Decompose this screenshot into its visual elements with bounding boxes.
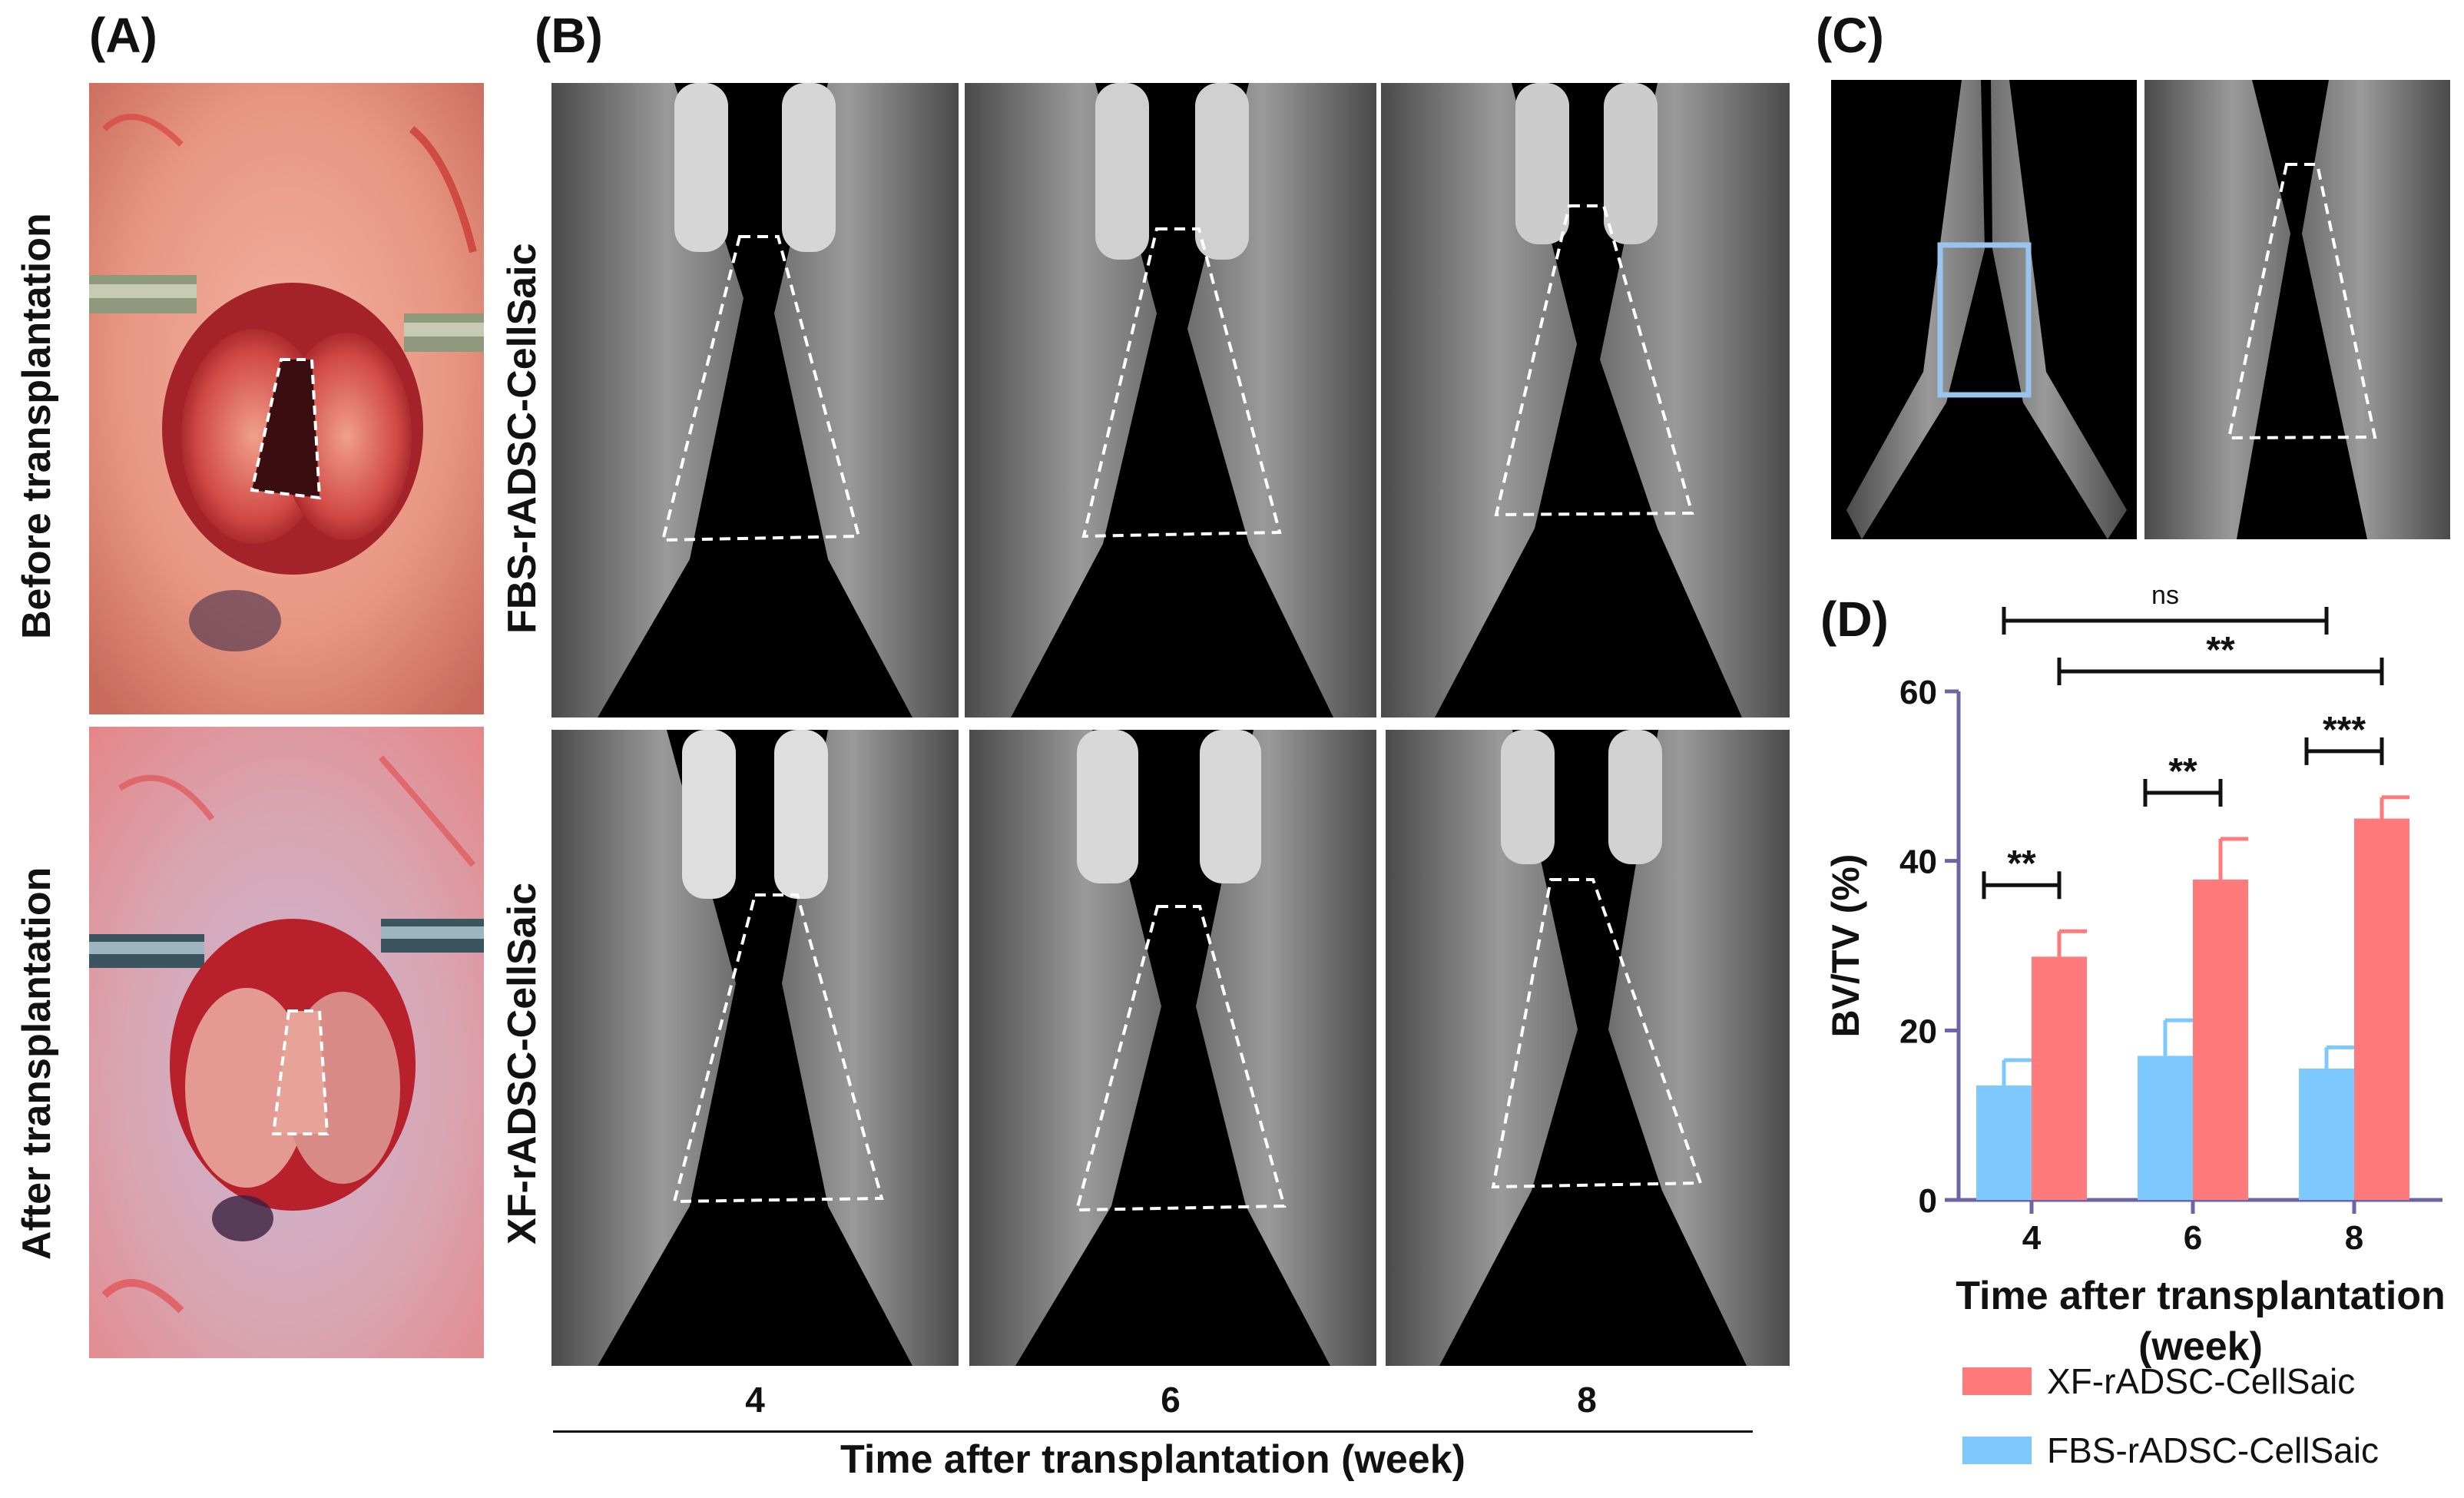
legend-label: FBS-rADSC-CellSaic xyxy=(2047,1430,2379,1470)
ct-roi-zoom xyxy=(2144,80,2450,539)
bar xyxy=(1976,1085,2032,1200)
panel-b-axis-line xyxy=(553,1430,1753,1433)
ct-fbs-week6 xyxy=(965,83,1376,718)
sig-bracket-longitudinal-label: ** xyxy=(2206,630,2235,671)
y-tick-label: 40 xyxy=(1899,843,1937,881)
x-tick-label: 8 xyxy=(2345,1219,2363,1257)
row-label-before: Before transplantation xyxy=(15,213,59,639)
bar xyxy=(2032,956,2087,1200)
panel-c-letter: (C) xyxy=(1816,8,1884,63)
ct-xf-week6 xyxy=(969,730,1376,1366)
y-tick-label: 60 xyxy=(1899,674,1937,711)
ct-fbs-week4 xyxy=(551,83,959,718)
roi-box xyxy=(1937,242,2032,398)
ct-xf-week4 xyxy=(551,730,959,1366)
x-axis-label: (week) xyxy=(2138,1324,2263,1369)
ct-fbs-week8 xyxy=(1381,83,1790,718)
y-tick-label: 0 xyxy=(1919,1182,1937,1220)
photo-after-transplantation xyxy=(89,727,484,1358)
panel-b-xlabel: Time after transplantation (week) xyxy=(840,1437,1465,1482)
sig-bracket-week-label: ** xyxy=(2007,843,2036,884)
column-label-week6: 6 xyxy=(1161,1380,1181,1420)
panel-b-letter: (B) xyxy=(535,8,603,63)
bar xyxy=(2299,1068,2354,1200)
bar xyxy=(2354,818,2409,1200)
row-label-xf: XF-rADSC-CellSaic xyxy=(500,883,545,1244)
y-tick-label: 20 xyxy=(1899,1012,1937,1050)
row-label-fbs: FBS-rADSC-CellSaic xyxy=(500,243,545,634)
sig-bracket-longitudinal-label: ns xyxy=(2151,581,2179,610)
panel-d-letter: (D) xyxy=(1820,592,1889,647)
ct-overview xyxy=(1831,80,2137,539)
sig-bracket-week-label: ** xyxy=(2168,751,2197,792)
legend-swatch xyxy=(1962,1367,2032,1395)
x-axis-label: Time after transplantation xyxy=(1956,1274,2446,1318)
bar xyxy=(2138,1056,2193,1200)
legend-label: XF-rADSC-CellSaic xyxy=(2047,1361,2355,1401)
photo-before-transplantation xyxy=(89,83,484,714)
y-axis-label: BV/TV (%) xyxy=(1824,854,1867,1038)
sig-bracket-week-label: *** xyxy=(2323,710,2366,751)
x-tick-label: 4 xyxy=(2022,1219,2042,1257)
bar xyxy=(2193,879,2248,1200)
bv-tv-bar-chart: 0 20 40 60 BV/TV (%) 4 6 8 Time after transplant… xyxy=(1824,581,2446,1470)
column-label-week8: 8 xyxy=(1577,1380,1597,1420)
panel-a-letter: (A) xyxy=(89,8,157,63)
column-label-week4: 4 xyxy=(745,1380,765,1420)
row-label-after: After transplantation xyxy=(15,867,59,1260)
legend-swatch xyxy=(1962,1437,2032,1464)
ct-xf-week8 xyxy=(1386,730,1790,1366)
x-tick-label: 6 xyxy=(2184,1219,2202,1257)
